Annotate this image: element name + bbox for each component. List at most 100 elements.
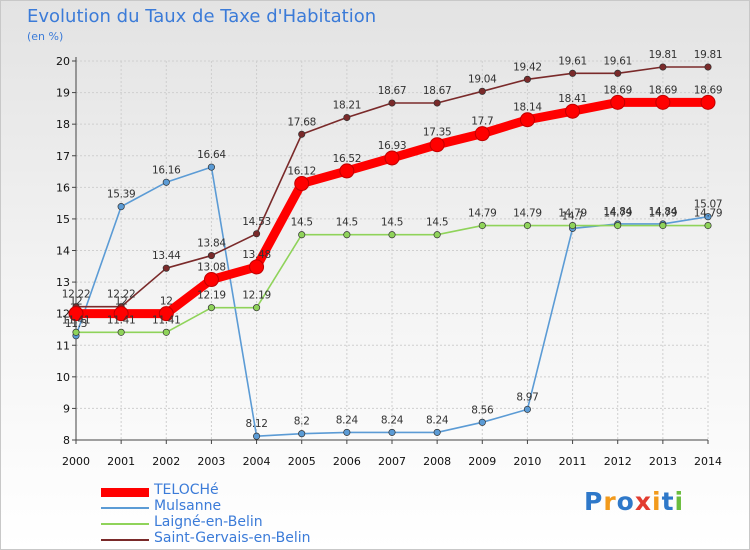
data-point-1-2014 bbox=[704, 213, 712, 221]
data-point-3-2009 bbox=[478, 87, 486, 95]
y-tick-label-14: 14 bbox=[56, 245, 70, 258]
data-point-3-2002 bbox=[162, 264, 170, 272]
data-label-0-2014: 18.69 bbox=[694, 84, 723, 96]
x-tick-label-2002: 2002 bbox=[152, 455, 180, 468]
data-point-2-2012 bbox=[614, 221, 622, 230]
data-label-0-2001: 12 bbox=[115, 296, 128, 308]
x-tick-label-2011: 2011 bbox=[559, 455, 587, 468]
data-point-3-2007 bbox=[388, 99, 396, 107]
y-tick-label-17: 17 bbox=[56, 150, 70, 163]
proxiti-logo: Proxiti bbox=[584, 487, 684, 516]
data-label-2-2007: 14.5 bbox=[381, 217, 403, 229]
data-label-2-2006: 14.5 bbox=[336, 217, 358, 229]
data-point-0-2014 bbox=[700, 94, 716, 110]
data-point-0-2004 bbox=[249, 259, 265, 275]
logo-letter: t bbox=[661, 487, 675, 516]
data-point-2-2003 bbox=[207, 304, 215, 312]
data-label-3-2013: 19.81 bbox=[649, 49, 678, 61]
data-label-0-2000: 12 bbox=[70, 296, 83, 308]
data-point-3-2006 bbox=[343, 113, 351, 122]
data-label-1-2001: 15.39 bbox=[107, 189, 136, 201]
y-tick-label-16: 16 bbox=[56, 181, 70, 194]
x-tick-label-2008: 2008 bbox=[423, 455, 451, 468]
data-label-3-2011: 19.61 bbox=[558, 55, 587, 67]
data-label-3-2001: 12.22 bbox=[107, 289, 136, 301]
data-label-2-2014: 14.79 bbox=[694, 208, 723, 220]
x-tick-label-2004: 2004 bbox=[243, 455, 271, 468]
data-point-3-2013 bbox=[659, 63, 667, 71]
data-point-2-2000 bbox=[72, 328, 80, 336]
data-point-0-2012 bbox=[610, 94, 626, 110]
x-tick-label-2001: 2001 bbox=[107, 455, 135, 468]
x-tick-label-2000: 2000 bbox=[62, 455, 90, 468]
y-tick-label-20: 20 bbox=[56, 55, 70, 68]
logo-letter: i bbox=[674, 487, 685, 516]
y-tick-label-19: 19 bbox=[56, 87, 70, 100]
data-point-2-2005 bbox=[298, 231, 306, 239]
data-point-0-2003 bbox=[203, 272, 219, 288]
x-tick-label-2006: 2006 bbox=[333, 455, 361, 468]
data-label-1-2004: 8.12 bbox=[245, 418, 267, 430]
data-point-0-2011 bbox=[565, 103, 581, 119]
legend-label-3: Saint-Gervais-en-Belin bbox=[154, 530, 311, 546]
data-label-0-2009: 17.7 bbox=[471, 116, 493, 128]
data-label-1-2008: 8.24 bbox=[426, 414, 449, 426]
y-tick-label-10: 10 bbox=[56, 371, 70, 384]
data-point-0-2005 bbox=[294, 176, 310, 192]
data-point-1-2001 bbox=[117, 203, 125, 211]
legend-label-0: TELOCHé bbox=[154, 482, 219, 498]
data-label-2-2000: 11.41 bbox=[62, 314, 91, 326]
data-label-3-2006: 18.21 bbox=[333, 100, 362, 112]
data-label-3-2002: 13.44 bbox=[152, 250, 181, 262]
data-label-2-2001: 11.41 bbox=[107, 314, 136, 326]
data-label-2-2013: 14.79 bbox=[649, 208, 678, 220]
data-point-2-2007 bbox=[388, 231, 396, 239]
y-tick-label-9: 9 bbox=[63, 402, 70, 415]
y-tick-label-18: 18 bbox=[56, 118, 70, 131]
data-point-3-2005 bbox=[298, 130, 306, 138]
x-tick-label-2009: 2009 bbox=[468, 455, 496, 468]
y-tick-label-15: 15 bbox=[56, 213, 70, 226]
data-label-1-2003: 16.64 bbox=[197, 149, 226, 161]
data-point-1-2005 bbox=[298, 430, 306, 438]
data-label-0-2005: 16.12 bbox=[287, 166, 316, 178]
data-label-3-2007: 18.67 bbox=[378, 85, 407, 97]
data-label-1-2002: 16.16 bbox=[152, 164, 181, 176]
data-label-1-2006: 8.24 bbox=[336, 414, 359, 426]
data-label-0-2012: 18.69 bbox=[603, 84, 632, 96]
data-label-3-2000: 12.22 bbox=[62, 289, 91, 301]
data-label-2-2012: 14.79 bbox=[603, 208, 632, 220]
data-point-0-2001 bbox=[113, 306, 129, 322]
data-label-0-2004: 13.48 bbox=[242, 249, 271, 261]
data-label-0-2011: 18.41 bbox=[558, 93, 587, 105]
y-tick-label-8: 8 bbox=[63, 434, 70, 447]
data-label-3-2008: 18.67 bbox=[423, 85, 452, 97]
data-label-2-2011: 14.79 bbox=[558, 208, 587, 220]
y-tick-label-11: 11 bbox=[56, 339, 70, 352]
data-point-2-2006 bbox=[343, 231, 351, 239]
data-label-0-2013: 18.69 bbox=[649, 84, 678, 96]
data-label-0-2008: 17.35 bbox=[423, 127, 452, 139]
data-point-1-2002 bbox=[162, 178, 170, 186]
data-point-3-2011 bbox=[569, 69, 577, 77]
data-label-2-2010: 14.79 bbox=[513, 208, 542, 220]
data-point-0-2010 bbox=[519, 112, 535, 128]
legend-swatch-2 bbox=[101, 523, 149, 525]
data-label-1-2000: 11.3 bbox=[65, 318, 87, 330]
data-point-1-2010 bbox=[523, 405, 531, 413]
x-tick-label-2014: 2014 bbox=[694, 455, 722, 468]
logo-letter: r bbox=[603, 487, 617, 516]
data-label-0-2010: 18.14 bbox=[513, 102, 542, 114]
data-label-1-2007: 8.24 bbox=[381, 414, 404, 426]
logo-letter: o bbox=[616, 487, 635, 516]
data-label-2-2003: 12.19 bbox=[197, 290, 226, 302]
data-point-3-2010 bbox=[523, 75, 531, 83]
data-point-2-2002 bbox=[162, 328, 170, 336]
data-label-3-2005: 17.68 bbox=[287, 116, 316, 128]
data-label-3-2003: 13.84 bbox=[197, 238, 226, 250]
data-label-3-2010: 19.42 bbox=[513, 61, 542, 73]
data-label-1-2010: 8.97 bbox=[516, 391, 538, 403]
data-point-0-2007 bbox=[384, 150, 400, 166]
